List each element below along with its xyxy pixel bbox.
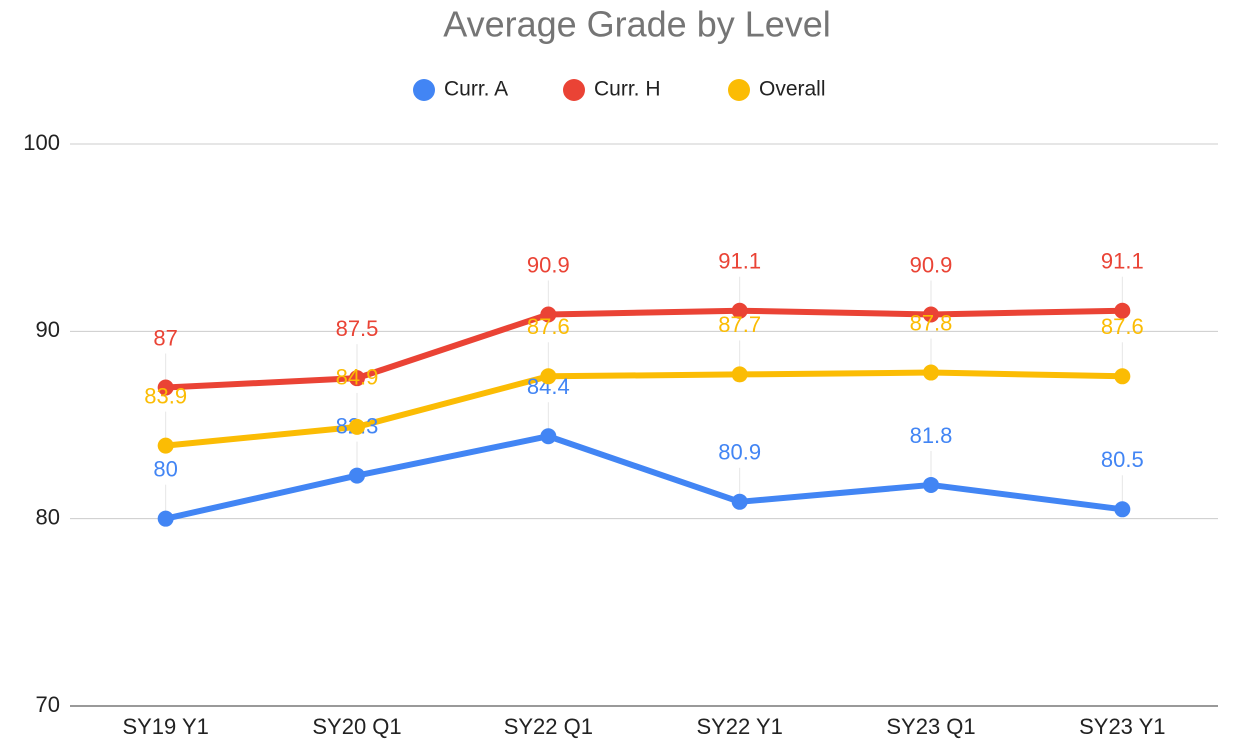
- y-tick-label: 100: [23, 130, 60, 155]
- data-label: 80: [153, 456, 177, 481]
- series-line: [165, 433, 1123, 522]
- data-point: [349, 467, 365, 484]
- data-label: 91.1: [1101, 249, 1144, 274]
- legend-swatch: [728, 79, 750, 101]
- data-point: [349, 418, 365, 435]
- data-label: 84.9: [336, 365, 379, 390]
- data-label: 81.8: [910, 423, 953, 448]
- series-line: [165, 369, 1123, 449]
- x-tick-label: SY23 Q1: [886, 714, 975, 739]
- x-tick-label: SY20 Q1: [312, 714, 401, 739]
- data-point: [731, 366, 748, 383]
- data-label: 80.9: [718, 440, 761, 465]
- x-tick-label: SY22 Y1: [696, 714, 782, 739]
- data-point: [731, 302, 748, 319]
- data-point: [923, 306, 939, 323]
- series-line: [165, 307, 1123, 391]
- data-label: 87: [153, 325, 177, 350]
- legend-swatch: [413, 79, 435, 101]
- data-label: 87.7: [718, 312, 761, 337]
- data-point: [157, 510, 174, 527]
- y-tick-label: 80: [36, 504, 60, 529]
- data-point: [349, 370, 365, 387]
- data-label: 87.8: [910, 310, 953, 335]
- data-label: 90.9: [527, 252, 570, 277]
- data-point: [1114, 368, 1131, 385]
- data-point: [1114, 501, 1131, 518]
- data-point: [923, 364, 939, 381]
- data-label: 87.6: [527, 314, 570, 339]
- data-point: [157, 379, 174, 396]
- chart-title: Average Grade by Level: [443, 4, 831, 45]
- legend-label: Overall: [759, 78, 826, 101]
- legend-label: Curr. H: [594, 78, 661, 101]
- data-label: 90.9: [910, 252, 953, 277]
- data-point: [923, 476, 939, 493]
- data-point: [540, 306, 557, 323]
- y-tick-label: 90: [36, 317, 60, 342]
- x-tick-label: SY19 Y1: [122, 714, 208, 739]
- data-label: 83.9: [144, 383, 187, 408]
- data-point: [540, 368, 557, 385]
- data-label: 91.1: [718, 249, 761, 274]
- data-label: 87.6: [1101, 314, 1144, 339]
- data-point: [540, 428, 557, 445]
- data-point: [157, 437, 174, 454]
- legend-label: Curr. A: [444, 78, 508, 101]
- data-point: [731, 493, 748, 510]
- x-tick-label: SY23 Y1: [1079, 714, 1165, 739]
- data-label: 80.5: [1101, 447, 1144, 472]
- data-label: 87.5: [336, 316, 379, 341]
- y-tick-label: 70: [36, 692, 60, 717]
- legend-swatch: [563, 79, 585, 101]
- x-tick-label: SY22 Q1: [504, 714, 593, 739]
- data-point: [1114, 302, 1131, 319]
